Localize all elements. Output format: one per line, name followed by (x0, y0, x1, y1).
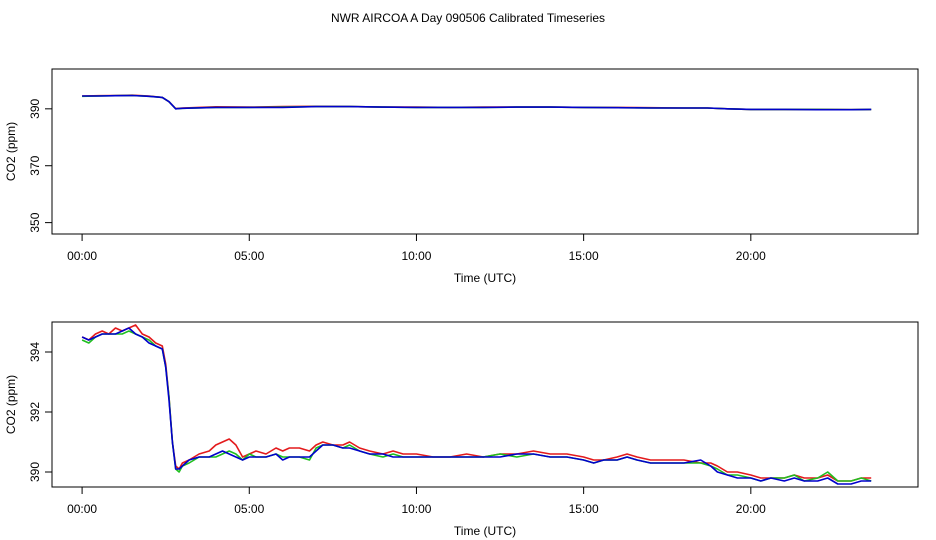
x-tick-label: 10:00 (401, 249, 431, 263)
series-line-green (81, 330, 872, 482)
x-tick-label: 00:00 (67, 249, 97, 263)
y-tick-label: 390 (28, 462, 42, 482)
x-tick-label: 15:00 (569, 249, 599, 263)
x-axis-label: Time (UTC) (454, 271, 516, 285)
series-line-blue (81, 327, 872, 485)
bottom-panel: 00:00 05:00 10:00 15:00 20:00 390 392 394 Time (… (4, 321, 919, 538)
x-tick-label: 15:00 (569, 502, 599, 516)
top-panel: 00:00 05:00 10:00 15:00 20:00 350 370 390 Time (… (4, 68, 919, 285)
x-tick-label: 05:00 (234, 502, 264, 516)
x-tick-label: 20:00 (736, 249, 766, 263)
x-tick-label: 00:00 (67, 502, 97, 516)
y-tick-label: 390 (28, 98, 42, 118)
x-tick-label: 20:00 (736, 502, 766, 516)
series-line-blue (82, 94, 872, 111)
plot-frame (51, 321, 919, 488)
y-tick-label: 350 (28, 212, 42, 232)
y-tick-label: 392 (28, 402, 42, 422)
y-tick-label: 370 (28, 155, 42, 175)
y-axis-label: CO2 (ppm) (4, 122, 18, 181)
x-tick-label: 10:00 (401, 502, 431, 516)
plot-frame (51, 68, 919, 235)
x-axis-label: Time (UTC) (454, 524, 516, 538)
y-tick-label: 394 (28, 342, 42, 362)
x-tick-label: 05:00 (234, 249, 264, 263)
y-axis-label: CO2 (ppm) (4, 375, 18, 434)
figure-title: NWR AIRCOA A Day 090506 Calibrated Times… (331, 11, 605, 25)
